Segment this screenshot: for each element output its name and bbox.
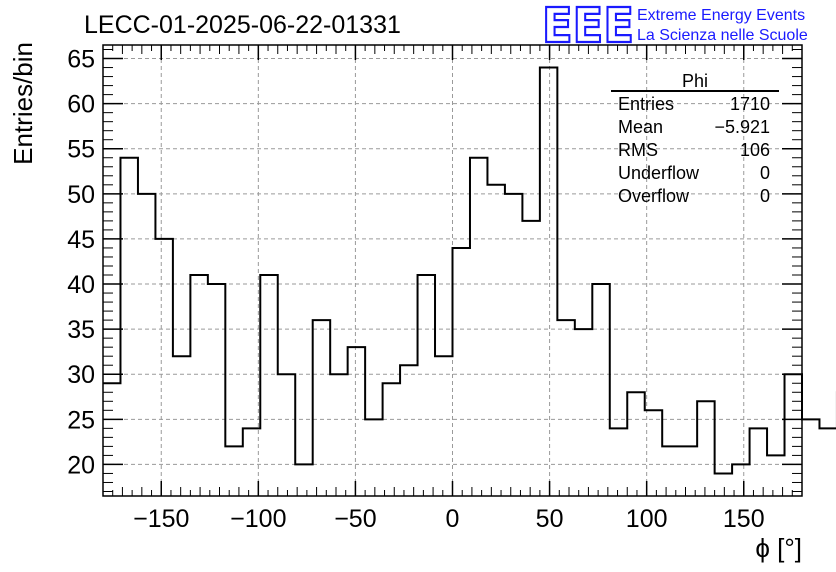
x-tick-label: −50 [334,505,376,533]
logo-line-2: La Scienza nelle Scuole [637,27,808,44]
stats-row-value: 1710 [730,94,770,114]
x-tick-labels: −150 −100 −50 0 50 100 150 [133,505,765,533]
stats-row-label: Overflow [618,186,690,206]
x-tick-label: −150 [133,505,189,533]
x-tick-label: 150 [723,505,765,533]
stats-row-value: −5.921 [714,117,770,137]
plot-frame [102,44,803,497]
stats-row-value: 106 [740,140,770,160]
stats-title: Phi [682,71,708,91]
x-tick-label: −100 [230,505,286,533]
y-tick-label: 45 [67,226,95,254]
y-tick-label: 35 [67,316,95,344]
y-tick-label: 30 [67,361,95,389]
histogram-series-line [103,66,836,475]
y-tick-label: 40 [67,271,95,299]
x-tick-label: 100 [626,505,668,533]
y-tick-labels: 20 25 30 35 40 45 50 55 60 65 [67,46,95,480]
x-tick-label: 0 [446,505,460,533]
stats-row-value: 0 [760,186,770,206]
stats-row-label: Entries [618,94,674,114]
logo-line-1: Extreme Energy Events [637,7,805,24]
y-tick-label: 60 [67,91,95,119]
y-tick-label: 20 [67,451,95,479]
y-tick-label: 25 [67,406,95,434]
stats-rows: Entries 1710 Mean −5.921 RMS 106 Underflow 0 Ove… [618,94,770,206]
stats-row-label: Underflow [618,163,700,183]
x-tick-label: 50 [536,505,564,533]
stats-row-label: RMS [618,140,658,160]
y-tick-label: 65 [67,46,95,74]
axis-ticks [102,45,803,496]
y-tick-label: 50 [67,181,95,209]
y-axis-label: Entries/bin [8,42,38,165]
stats-box: Phi Entries 1710 Mean −5.921 RMS 106 Underflow… [611,71,779,206]
y-tick-label: 55 [67,136,95,164]
run-title: LECC-01-2025-06-22-01331 [84,11,401,39]
stats-row-label: Mean [618,117,663,137]
eee-logo: EEE [542,0,634,54]
stats-row-value: 0 [760,163,770,183]
x-axis-label: ϕ [°] [755,533,802,563]
